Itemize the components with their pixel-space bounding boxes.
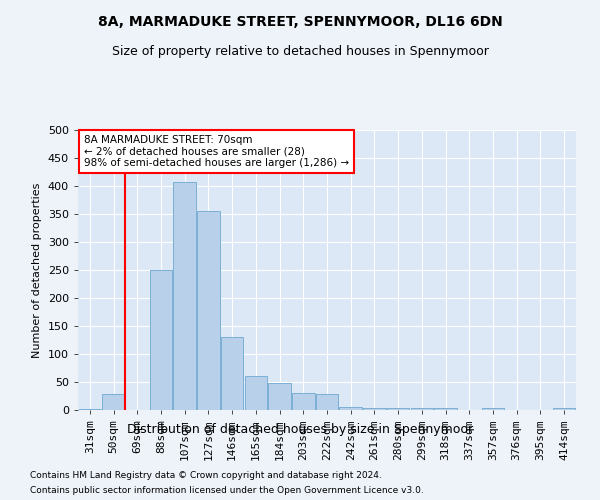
Text: Size of property relative to detached houses in Spennymoor: Size of property relative to detached ho… <box>112 45 488 58</box>
Text: 8A, MARMADUKE STREET, SPENNYMOOR, DL16 6DN: 8A, MARMADUKE STREET, SPENNYMOOR, DL16 6… <box>98 15 502 29</box>
Bar <box>245 376 267 410</box>
Text: Distribution of detached houses by size in Spennymoor: Distribution of detached houses by size … <box>127 422 473 436</box>
Bar <box>268 383 291 410</box>
Bar <box>173 182 196 410</box>
Bar <box>410 408 433 410</box>
Bar <box>387 408 409 410</box>
Bar <box>340 407 362 410</box>
Bar <box>79 409 101 410</box>
Text: 8A MARMADUKE STREET: 70sqm
← 2% of detached houses are smaller (28)
98% of semi-: 8A MARMADUKE STREET: 70sqm ← 2% of detac… <box>84 135 349 168</box>
Bar <box>316 394 338 410</box>
Bar <box>103 394 125 410</box>
Bar <box>197 211 220 410</box>
Bar <box>553 408 575 410</box>
Bar <box>434 408 457 410</box>
Y-axis label: Number of detached properties: Number of detached properties <box>32 182 42 358</box>
Bar <box>292 393 314 410</box>
Text: Contains HM Land Registry data © Crown copyright and database right 2024.: Contains HM Land Registry data © Crown c… <box>30 471 382 480</box>
Bar <box>363 408 386 410</box>
Bar <box>482 408 504 410</box>
Bar <box>150 270 172 410</box>
Bar <box>221 337 244 410</box>
Text: Contains public sector information licensed under the Open Government Licence v3: Contains public sector information licen… <box>30 486 424 495</box>
